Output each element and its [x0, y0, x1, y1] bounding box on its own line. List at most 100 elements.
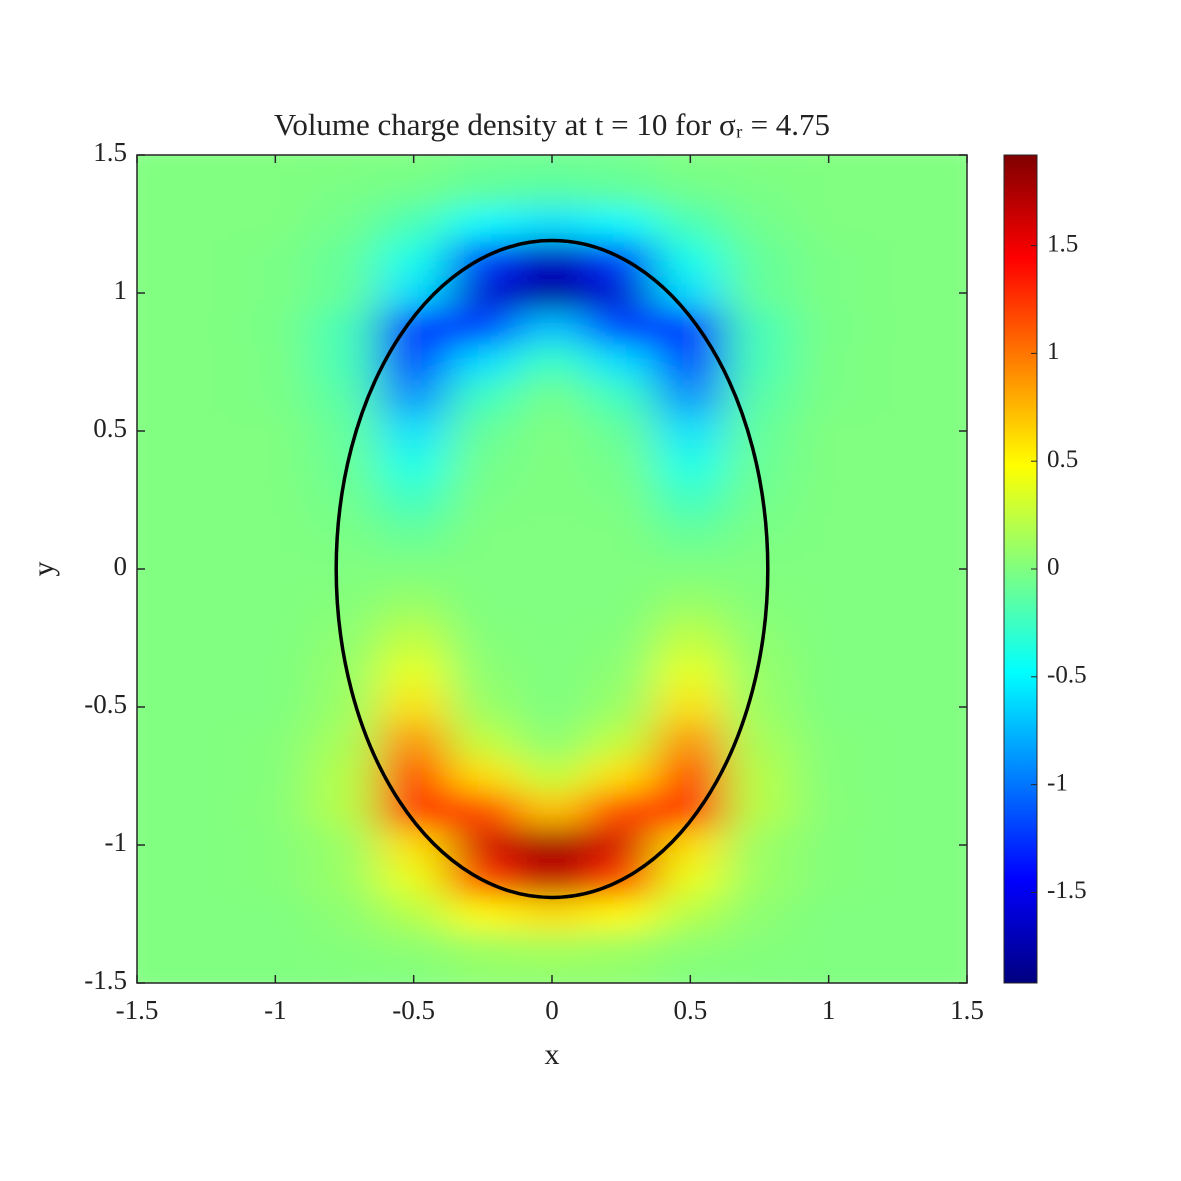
cell: [724, 758, 795, 794]
cell: [309, 931, 380, 967]
cell: [724, 793, 795, 829]
cell: [240, 655, 311, 691]
cell: [586, 172, 657, 208]
cell: [655, 965, 726, 983]
cell: [171, 862, 242, 898]
cell: [655, 586, 726, 622]
cell: [863, 344, 933, 380]
cell: [448, 172, 518, 208]
cell: [517, 344, 588, 380]
cell: [448, 620, 518, 656]
cell: [517, 586, 588, 622]
cell: [794, 241, 864, 277]
cell: [863, 155, 933, 173]
cell: [794, 758, 864, 794]
cell: [932, 310, 967, 346]
cell: [448, 655, 518, 691]
cell: [171, 379, 242, 415]
cell: [379, 724, 449, 760]
cell: [240, 241, 311, 277]
cell: [137, 517, 173, 553]
cell: [794, 896, 864, 932]
cell: [932, 206, 967, 242]
cell: [517, 931, 588, 967]
y-tick-label: -1.5: [84, 965, 127, 995]
cell: [309, 413, 380, 449]
cell: [137, 862, 173, 898]
cell: [448, 827, 518, 863]
cell: [137, 241, 173, 277]
cell: [724, 862, 795, 898]
colorbar-tick-label: -0.5: [1047, 662, 1087, 689]
cell: [863, 310, 933, 346]
cell: [309, 586, 380, 622]
y-axis-label: y: [27, 562, 60, 577]
cell: [655, 379, 726, 415]
cell: [517, 206, 588, 242]
cell: [137, 655, 173, 691]
cell: [517, 275, 588, 311]
cell: [794, 689, 864, 725]
cell: [655, 413, 726, 449]
cell: [724, 241, 795, 277]
overlay: -1.5 -1 -0.5 0 0.5 1 1.5 -1.5 -1 -0.5 0 0.5 1 1.5 -1.5…: [84, 137, 1086, 1025]
cell: [932, 379, 967, 415]
cell: [517, 724, 588, 760]
cell: [517, 310, 588, 346]
cell: [309, 965, 380, 983]
cell: [794, 310, 864, 346]
cell: [932, 172, 967, 208]
y-tick-label: -0.5: [84, 689, 127, 719]
cell: [240, 172, 311, 208]
cell: [137, 206, 173, 242]
cell: [240, 896, 311, 932]
cell: [171, 620, 242, 656]
cell: [309, 551, 380, 587]
cell: [309, 689, 380, 725]
cell: [794, 724, 864, 760]
cell: [863, 724, 933, 760]
cell: [586, 482, 657, 518]
cell: [137, 758, 173, 794]
cell: [379, 620, 449, 656]
cell: [586, 655, 657, 691]
cell: [932, 655, 967, 691]
colorbar-tick-label: 0.5: [1047, 446, 1078, 473]
cell: [379, 931, 449, 967]
cell: [932, 931, 967, 967]
cell: [586, 448, 657, 484]
cell: [586, 896, 657, 932]
cell: [932, 758, 967, 794]
cell: [448, 586, 518, 622]
cell: [448, 931, 518, 967]
cell: [655, 517, 726, 553]
cell: [655, 551, 726, 587]
cell: [240, 827, 311, 863]
cell: [932, 448, 967, 484]
cell: [309, 206, 380, 242]
cell: [794, 965, 864, 983]
cell: [794, 379, 864, 415]
cell: [655, 724, 726, 760]
cell: [794, 551, 864, 587]
cell: [517, 620, 588, 656]
cell: [171, 275, 242, 311]
cell: [448, 310, 518, 346]
x-tick-label: -1.5: [116, 995, 159, 1025]
cell: [932, 724, 967, 760]
cell: [240, 620, 311, 656]
cell: [655, 155, 726, 173]
cell: [586, 931, 657, 967]
cell: [724, 344, 795, 380]
cell: [379, 655, 449, 691]
cell: [724, 310, 795, 346]
cell: [932, 344, 967, 380]
cell: [171, 172, 242, 208]
cell: [137, 482, 173, 518]
cell: [171, 155, 242, 173]
cell: [794, 827, 864, 863]
cell: [309, 758, 380, 794]
cell: [586, 275, 657, 311]
cell: [517, 413, 588, 449]
cell: [794, 448, 864, 484]
